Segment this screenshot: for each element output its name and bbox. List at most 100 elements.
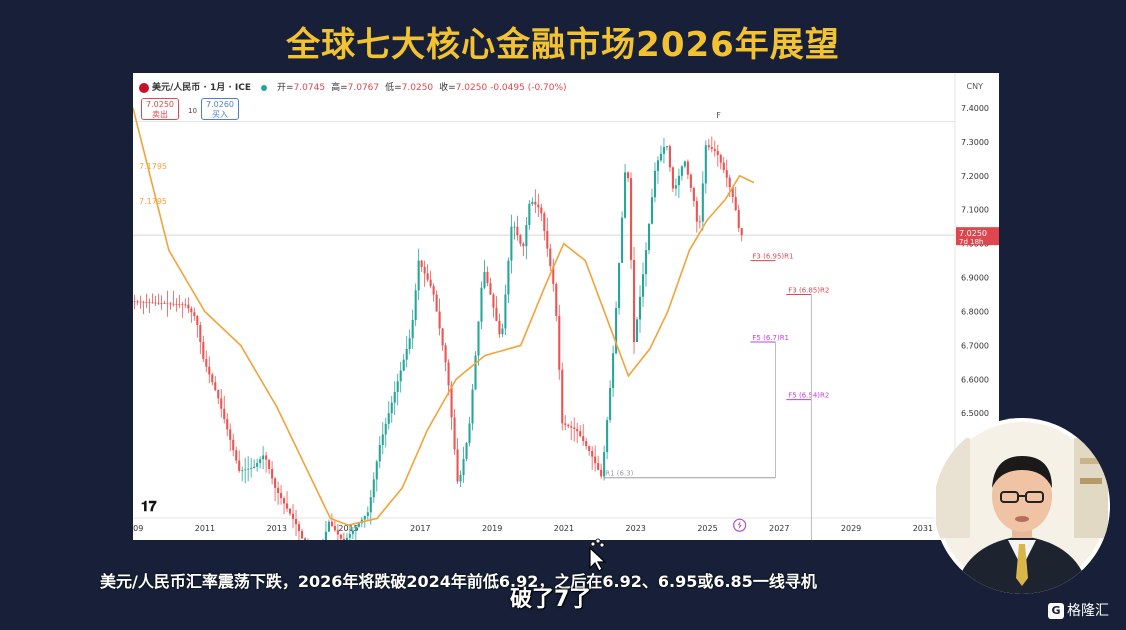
candle <box>525 224 528 247</box>
candle <box>444 345 447 363</box>
candle <box>163 303 166 304</box>
candle <box>420 260 423 267</box>
candle <box>498 320 501 335</box>
x-tick-label: 2015 <box>338 524 358 533</box>
candle <box>244 469 247 471</box>
candle <box>689 174 692 188</box>
candle <box>169 303 172 305</box>
video-title: 全球七大核心金融市场2026年展望 <box>286 25 840 65</box>
buy-button[interactable]: 7.0260 买入 <box>201 98 239 120</box>
candle <box>513 226 516 228</box>
candle <box>196 316 199 326</box>
candle <box>342 538 345 540</box>
candle <box>710 147 713 150</box>
y-tick-label: 7.4000 <box>961 104 989 113</box>
candle <box>142 301 145 303</box>
candle <box>680 166 683 176</box>
candle <box>597 463 600 470</box>
candle <box>256 462 259 467</box>
candle <box>698 221 701 223</box>
candle <box>217 390 220 399</box>
candle <box>283 498 286 504</box>
candle <box>280 493 283 499</box>
candle <box>591 450 594 457</box>
candle <box>468 423 471 444</box>
candle <box>432 286 435 295</box>
sell-button[interactable]: 7.0250 卖出 <box>141 98 179 120</box>
candle <box>632 260 636 343</box>
candle <box>288 508 292 514</box>
candle <box>555 283 558 317</box>
y-tick-label: 7.1000 <box>961 206 989 215</box>
candle <box>250 468 253 469</box>
y-tick-label: 6.7000 <box>961 341 989 350</box>
candle <box>465 443 468 460</box>
subtitle: 美元/人民币汇率震荡下跌，2026年将跌破2024年前低6.92，之后在6.92… <box>100 572 817 591</box>
candle <box>205 358 208 367</box>
x-tick-label: 2017 <box>410 524 430 533</box>
tradingview-logo-icon: 𝟏𝟕 <box>141 499 157 515</box>
y-tick-label: 6.5000 <box>961 409 989 418</box>
candle <box>396 381 399 392</box>
candle <box>157 302 160 304</box>
close-value: 7.0250 <box>455 83 488 93</box>
candle <box>363 515 366 520</box>
y-tick-label: 6.8000 <box>961 307 989 316</box>
candle <box>253 466 256 469</box>
candle <box>483 271 486 288</box>
candle <box>459 475 462 482</box>
candle <box>333 526 336 531</box>
candle <box>330 521 333 527</box>
y-tick-label: 6.6000 <box>961 375 989 384</box>
candle <box>238 460 241 471</box>
sell-label: 卖出 <box>152 110 168 119</box>
candle <box>345 537 348 540</box>
candle <box>618 262 621 309</box>
candle <box>495 307 498 321</box>
candle <box>411 319 414 339</box>
candle <box>671 167 674 189</box>
target-label: F5 (6.54)R2 <box>788 392 829 400</box>
candle <box>184 304 187 306</box>
candle <box>372 479 375 498</box>
last-price-countdown: 7d 18h <box>959 238 983 246</box>
candle <box>214 382 217 391</box>
candle <box>286 503 289 509</box>
candle <box>480 287 483 322</box>
quantity-value[interactable]: 10 <box>188 107 197 115</box>
candle <box>324 531 327 540</box>
candle <box>585 441 588 447</box>
candle <box>220 398 223 409</box>
candle <box>567 424 570 427</box>
candle <box>339 534 342 539</box>
candle <box>644 250 648 275</box>
candle <box>719 155 722 163</box>
candle <box>351 530 354 535</box>
chart-panel[interactable]: 6.30006.40006.50006.60006.70006.80006.90… <box>133 73 999 540</box>
brand-watermark: G 格隆汇 <box>1048 601 1109 621</box>
candle <box>387 413 390 424</box>
high-value: 7.0767 <box>347 83 380 93</box>
candle <box>656 160 660 171</box>
candle <box>241 470 244 471</box>
candle <box>277 487 280 494</box>
candle <box>235 450 238 461</box>
candle <box>381 434 384 446</box>
open-value: 7.0745 <box>293 83 326 93</box>
candle <box>172 303 175 305</box>
candle <box>291 513 295 519</box>
price-chart[interactable]: 6.30006.40006.50006.60006.70006.80006.90… <box>133 73 999 540</box>
candle <box>462 459 465 476</box>
candle <box>540 207 543 214</box>
target-label: F3 (6.85)R2 <box>788 287 829 295</box>
sell-price: 7.0250 <box>146 100 174 109</box>
candle <box>627 172 630 179</box>
candle <box>653 170 657 198</box>
x-tick-label: 2029 <box>841 524 861 533</box>
buy-price: 7.0260 <box>206 100 234 109</box>
candle <box>692 187 695 202</box>
candle <box>405 349 408 360</box>
candle <box>549 248 552 267</box>
candle <box>486 271 489 284</box>
candle <box>501 328 504 335</box>
